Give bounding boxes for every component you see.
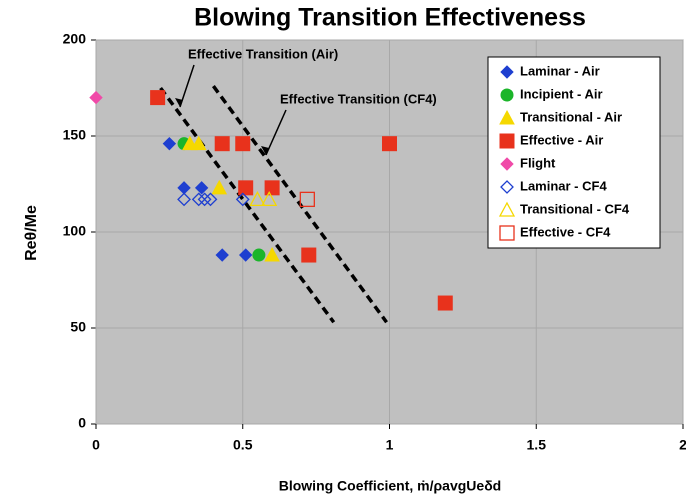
- legend-box: [487, 56, 661, 249]
- annotation: Effective Transition (CF4): [280, 91, 437, 106]
- marker: [264, 180, 280, 196]
- marker: [214, 136, 230, 152]
- marker: [500, 88, 514, 102]
- legend-label: Laminar - CF4: [520, 178, 607, 193]
- marker: [299, 191, 315, 208]
- marker: [235, 136, 251, 152]
- legend-label: Effective - Air: [520, 132, 603, 147]
- marker: [499, 109, 515, 125]
- marker: [162, 136, 177, 151]
- arrow-head: [261, 146, 269, 155]
- x-axis-label: Blowing Coefficient, ṁ/ρavgUeδd: [279, 478, 502, 494]
- y-axis-label: Reθ/Me: [23, 205, 40, 261]
- marker: [211, 179, 228, 195]
- legend-label: Flight: [520, 155, 556, 170]
- arrow-head: [175, 98, 183, 107]
- marker: [382, 136, 397, 152]
- marker: [261, 190, 278, 207]
- legend: Laminar - Air Incipient - Air Transitional…: [487, 56, 661, 249]
- reference-line: [159, 86, 336, 324]
- x-tick-label: 2: [679, 437, 686, 453]
- marker: [215, 248, 229, 262]
- marker: [203, 192, 218, 207]
- marker: [194, 181, 209, 195]
- marker: [252, 248, 266, 262]
- marker: [500, 157, 514, 171]
- marker: [499, 225, 515, 241]
- marker: [150, 90, 166, 106]
- marker: [500, 180, 514, 194]
- marker: [177, 192, 191, 207]
- marker: [249, 190, 266, 207]
- chart-title: Blowing Transition Effectiveness: [194, 4, 586, 32]
- marker: [235, 192, 250, 207]
- annotation-arrow: [265, 109, 287, 156]
- marker: [238, 180, 254, 196]
- marker: [500, 65, 514, 79]
- x-tick-label: 0.5: [233, 437, 253, 453]
- y-tick-label: 0: [78, 415, 86, 431]
- x-tick-label: 1.5: [527, 437, 547, 453]
- y-tick-label: 100: [63, 223, 87, 239]
- marker: [264, 246, 280, 262]
- legend-label: Transitional - CF4: [520, 201, 630, 216]
- marker: [498, 201, 516, 217]
- marker: [238, 248, 253, 262]
- x-tick-label: 0: [92, 437, 100, 453]
- y-tick-label: 150: [63, 127, 87, 143]
- legend-label: Laminar - Air: [520, 63, 600, 78]
- y-tick-label: 200: [63, 31, 87, 47]
- marker: [437, 295, 453, 311]
- marker: [197, 192, 212, 207]
- marker: [89, 90, 103, 105]
- marker: [191, 192, 206, 207]
- y-tick-label: 50: [70, 319, 86, 335]
- legend-label: Incipient - Air: [520, 86, 603, 101]
- annotation: Effective Transition (Air): [188, 46, 338, 61]
- x-tick-label: 1: [386, 437, 394, 453]
- legend-label: Effective - CF4: [520, 224, 611, 239]
- legend-label: Transitional - Air: [520, 109, 622, 124]
- marker: [499, 133, 515, 149]
- marker: [190, 135, 207, 151]
- marker: [301, 247, 317, 263]
